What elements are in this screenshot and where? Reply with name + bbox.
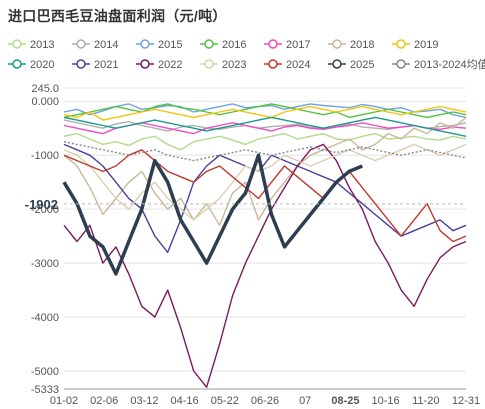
legend-item-2019[interactable]: 2019 [392,39,438,51]
legend-swatch-marker [12,59,22,69]
legend-item-2014[interactable]: 2014 [72,39,118,51]
legend-item-2025[interactable]: 2025 [328,59,374,71]
y-tick-label: -1000 [31,150,59,162]
x-tick-label-highlight: 08-25 [331,395,359,407]
legend-label: 2013 [30,39,54,51]
legend-label: 2023 [222,59,246,71]
legend-label: 2017 [286,39,310,51]
series-line-2015[interactable] [63,103,467,119]
x-tick-label: 12-31 [452,395,480,407]
legend-swatch-marker [140,59,150,69]
legend-label: 2025 [350,59,374,71]
legend-swatch-marker [204,39,214,49]
legend-item-2023[interactable]: 2023 [200,59,246,71]
legend-label: 2014 [94,39,118,51]
legend-label: 2022 [158,59,182,71]
x-tick-label: 07 [299,395,311,407]
legend-item-2015[interactable]: 2015 [136,39,182,51]
y-tick-label: 245.0 [31,83,59,95]
legend-item-2013-2024均值[interactable]: 2013-2024均值 [392,58,485,71]
legend-item-2024[interactable]: 2024 [264,59,310,71]
legend-swatch-marker [332,59,342,69]
x-tick-label: 02-06 [90,395,118,407]
legend-swatch-marker [76,59,86,69]
legend-item-2020[interactable]: 2020 [8,59,54,71]
series-line-2025[interactable] [62,153,363,276]
legend-label: 2018 [350,39,374,51]
y-tick-label: -2000 [31,204,59,216]
y-tick-label: -5000 [31,366,59,378]
legend-item-2017[interactable]: 2017 [264,39,310,51]
legend-label: 2020 [30,59,54,71]
series-line-2022[interactable] [63,143,467,388]
chart-title: 进口巴西毛豆油盘面利润（元/吨） [8,8,227,24]
x-tick-label: 11-20 [412,395,439,407]
x-tick-label: 04-16 [171,395,199,407]
cursor-value-label: -1902 [25,197,58,212]
y-tick-label: -5333 [31,384,59,396]
legend-label: 2016 [222,39,246,51]
legend-swatch-marker [204,59,214,69]
legend-label: 2021 [94,59,118,71]
legend-label: 2019 [414,39,438,51]
series-line-2020[interactable] [63,116,467,137]
x-tick-label: 03-12 [130,395,158,407]
legend-item-2021[interactable]: 2021 [72,59,118,71]
legend-label: 2024 [286,59,310,71]
x-tick-label: 05-22 [211,395,239,407]
legend-swatch-marker [268,59,278,69]
y-tick-label: 0.000 [31,96,59,108]
legend-item-2013[interactable]: 2013 [8,39,54,51]
x-tick-label: 01-02 [50,395,78,407]
legend-swatch-marker [396,59,406,69]
legend-swatch-marker [396,39,406,49]
x-tick-label: 06-26 [251,395,279,407]
legend-item-2016[interactable]: 2016 [200,39,246,51]
legend-item-2018[interactable]: 2018 [328,39,374,51]
y-tick-label: -3000 [31,258,59,270]
legend-item-2022[interactable]: 2022 [136,59,182,71]
legend-swatch-marker [76,39,86,49]
y-tick-label: -4000 [31,312,59,324]
series-line-2023[interactable] [63,143,467,221]
legend-label: 2015 [158,39,182,51]
series-line-2018[interactable] [63,116,467,227]
legend-swatch-marker [268,39,278,49]
series-line-2013-2024均值[interactable] [63,141,467,162]
legend-swatch-marker [12,39,22,49]
legend-label: 2013-2024均值 [414,58,485,71]
series-line-2019[interactable] [63,105,467,121]
legend-swatch-marker [332,39,342,49]
series-line-2021[interactable] [63,143,467,254]
x-tick-label: 10-16 [372,395,400,407]
series-line-2016[interactable] [63,103,467,119]
legend-swatch-marker [140,39,150,49]
